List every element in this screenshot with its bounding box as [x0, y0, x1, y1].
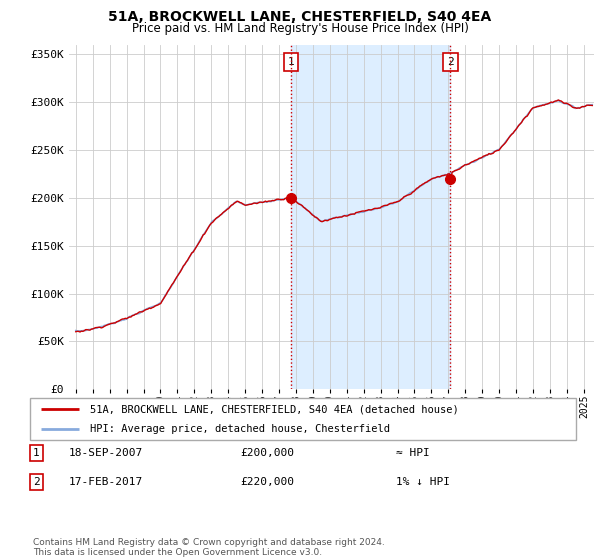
Text: 1: 1 — [33, 448, 40, 458]
Text: 17-FEB-2017: 17-FEB-2017 — [69, 477, 143, 487]
Bar — [291, 45, 451, 389]
Text: 18-SEP-2007: 18-SEP-2007 — [69, 448, 143, 458]
Text: ≈ HPI: ≈ HPI — [396, 448, 430, 458]
Text: 51A, BROCKWELL LANE, CHESTERFIELD, S40 4EA: 51A, BROCKWELL LANE, CHESTERFIELD, S40 4… — [109, 10, 491, 24]
Text: 2: 2 — [33, 477, 40, 487]
Text: Price paid vs. HM Land Registry's House Price Index (HPI): Price paid vs. HM Land Registry's House … — [131, 22, 469, 35]
Text: HPI: Average price, detached house, Chesterfield: HPI: Average price, detached house, Ches… — [90, 424, 390, 434]
Text: £220,000: £220,000 — [240, 477, 294, 487]
Text: 1% ↓ HPI: 1% ↓ HPI — [396, 477, 450, 487]
Text: £200,000: £200,000 — [240, 448, 294, 458]
Text: 51A, BROCKWELL LANE, CHESTERFIELD, S40 4EA (detached house): 51A, BROCKWELL LANE, CHESTERFIELD, S40 4… — [90, 404, 459, 414]
Text: 2: 2 — [447, 57, 454, 67]
Text: Contains HM Land Registry data © Crown copyright and database right 2024.
This d: Contains HM Land Registry data © Crown c… — [33, 538, 385, 557]
Text: 1: 1 — [288, 57, 295, 67]
